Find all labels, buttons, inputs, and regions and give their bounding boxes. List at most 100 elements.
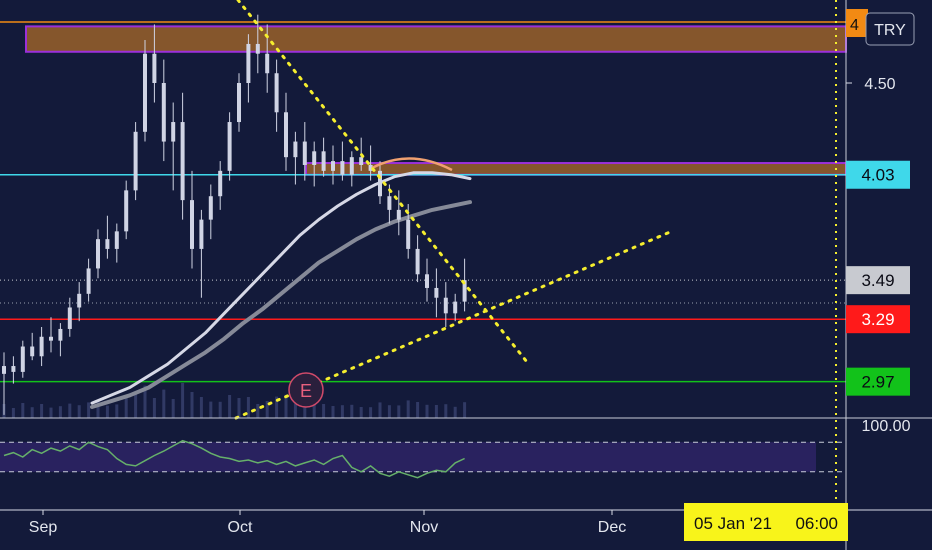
candle-body (453, 301, 458, 314)
volume-bar (293, 403, 297, 418)
candle-body (312, 151, 317, 165)
candle-body (20, 346, 25, 372)
level-badge (846, 305, 910, 334)
volume-bar (49, 407, 53, 418)
volume-bar (275, 396, 279, 418)
candle-body (96, 239, 100, 269)
trendlines (234, 0, 837, 510)
candle-body (340, 161, 345, 175)
candle-body (387, 196, 392, 210)
candle-body (86, 268, 91, 294)
candle-body (293, 141, 298, 158)
candle-body (143, 53, 147, 132)
volume-bar (425, 404, 429, 418)
candle-body (11, 366, 16, 372)
volume-bar (218, 401, 222, 418)
volume-bar (322, 404, 326, 418)
volume-bar (434, 405, 438, 418)
candle-body (199, 219, 204, 249)
volume-bar (303, 401, 307, 418)
volume-bar (115, 404, 119, 418)
volume-bar (416, 402, 420, 418)
candle-body (265, 53, 270, 74)
volume-bar (30, 407, 34, 418)
x-tick-label: Dec (598, 519, 626, 536)
candle-body (152, 53, 157, 83)
descending-trendline (236, 0, 529, 364)
ascending-trendline (234, 230, 672, 420)
arc-annotation (371, 157, 453, 172)
top-level-badge-label: 4 (850, 17, 859, 34)
volume-bar (312, 404, 316, 418)
fast-moving-average (90, 171, 472, 405)
candle-body (218, 170, 223, 197)
volume-bar (340, 405, 344, 418)
level-badge-label: 3.29 (861, 310, 894, 329)
candle-body (161, 83, 166, 142)
volume-bar (21, 403, 25, 418)
candle-body (180, 122, 185, 201)
volume-bar (105, 405, 109, 418)
candle-body (39, 336, 44, 357)
volume-bar (152, 398, 156, 418)
volume-bar (284, 394, 288, 418)
volume-bar (369, 407, 373, 418)
candle-body (396, 209, 401, 220)
slow-moving-average (90, 200, 472, 409)
y-tick-label: 4.50 (864, 76, 895, 93)
volume-bar (209, 401, 213, 418)
candle-body (378, 170, 382, 197)
volume-scale-label: 100.00 (862, 418, 911, 435)
candle-body (58, 328, 63, 341)
crosshair-date-badge (684, 503, 848, 541)
rsi-pane (0, 439, 846, 479)
candle-body (67, 307, 72, 329)
candle-body (227, 122, 232, 171)
moving-averages (90, 171, 472, 409)
volume-bar (265, 401, 269, 418)
candle-body (368, 164, 373, 171)
rsi-line (3, 439, 465, 479)
volume-bar (134, 392, 138, 418)
candle-body (246, 43, 251, 83)
currency-badge (865, 12, 915, 46)
candle-body (30, 346, 35, 357)
volume-bar (359, 407, 363, 418)
volume-bar (87, 402, 91, 418)
crosshair-date-label: 05 Jan '21 (694, 514, 772, 533)
volume-bar (199, 397, 203, 418)
candle-body (359, 157, 364, 165)
event-marker-label: E (300, 381, 312, 401)
level-badge-label: 2.97 (861, 373, 894, 392)
volume-bar (228, 395, 232, 418)
volume-bar (256, 404, 260, 418)
crosshair-time-label: 06:00 (795, 514, 838, 533)
resistance-zones (25, 25, 847, 176)
volume-bar (11, 408, 15, 418)
candle-body (434, 287, 439, 298)
volume-bar (350, 404, 354, 418)
volume-bar (77, 405, 81, 418)
candle-body (2, 366, 6, 374)
x-tick-label: Nov (410, 519, 438, 536)
candle-body (105, 239, 110, 249)
resistance-zone (305, 162, 847, 176)
candle-body (49, 336, 53, 341)
candle-body (255, 43, 260, 54)
candle-body (124, 190, 129, 232)
volume-bar (124, 397, 128, 418)
x-tick-label: Oct (228, 519, 253, 536)
volume-bar (444, 404, 448, 418)
candle-body (331, 161, 335, 171)
candle-body (302, 141, 307, 165)
candle-body (321, 151, 326, 171)
candle-body (443, 297, 448, 314)
rsi-band (0, 442, 816, 472)
volume-bar (58, 406, 62, 418)
x-tick-label: Sep (29, 519, 58, 536)
price-labels: 4 TRY 4.03 3.49 3.29 2.97 05 Jan '21 06:00 (684, 9, 915, 541)
candle-body (208, 196, 213, 220)
candle-body (425, 274, 429, 288)
volume-bar (387, 405, 391, 418)
